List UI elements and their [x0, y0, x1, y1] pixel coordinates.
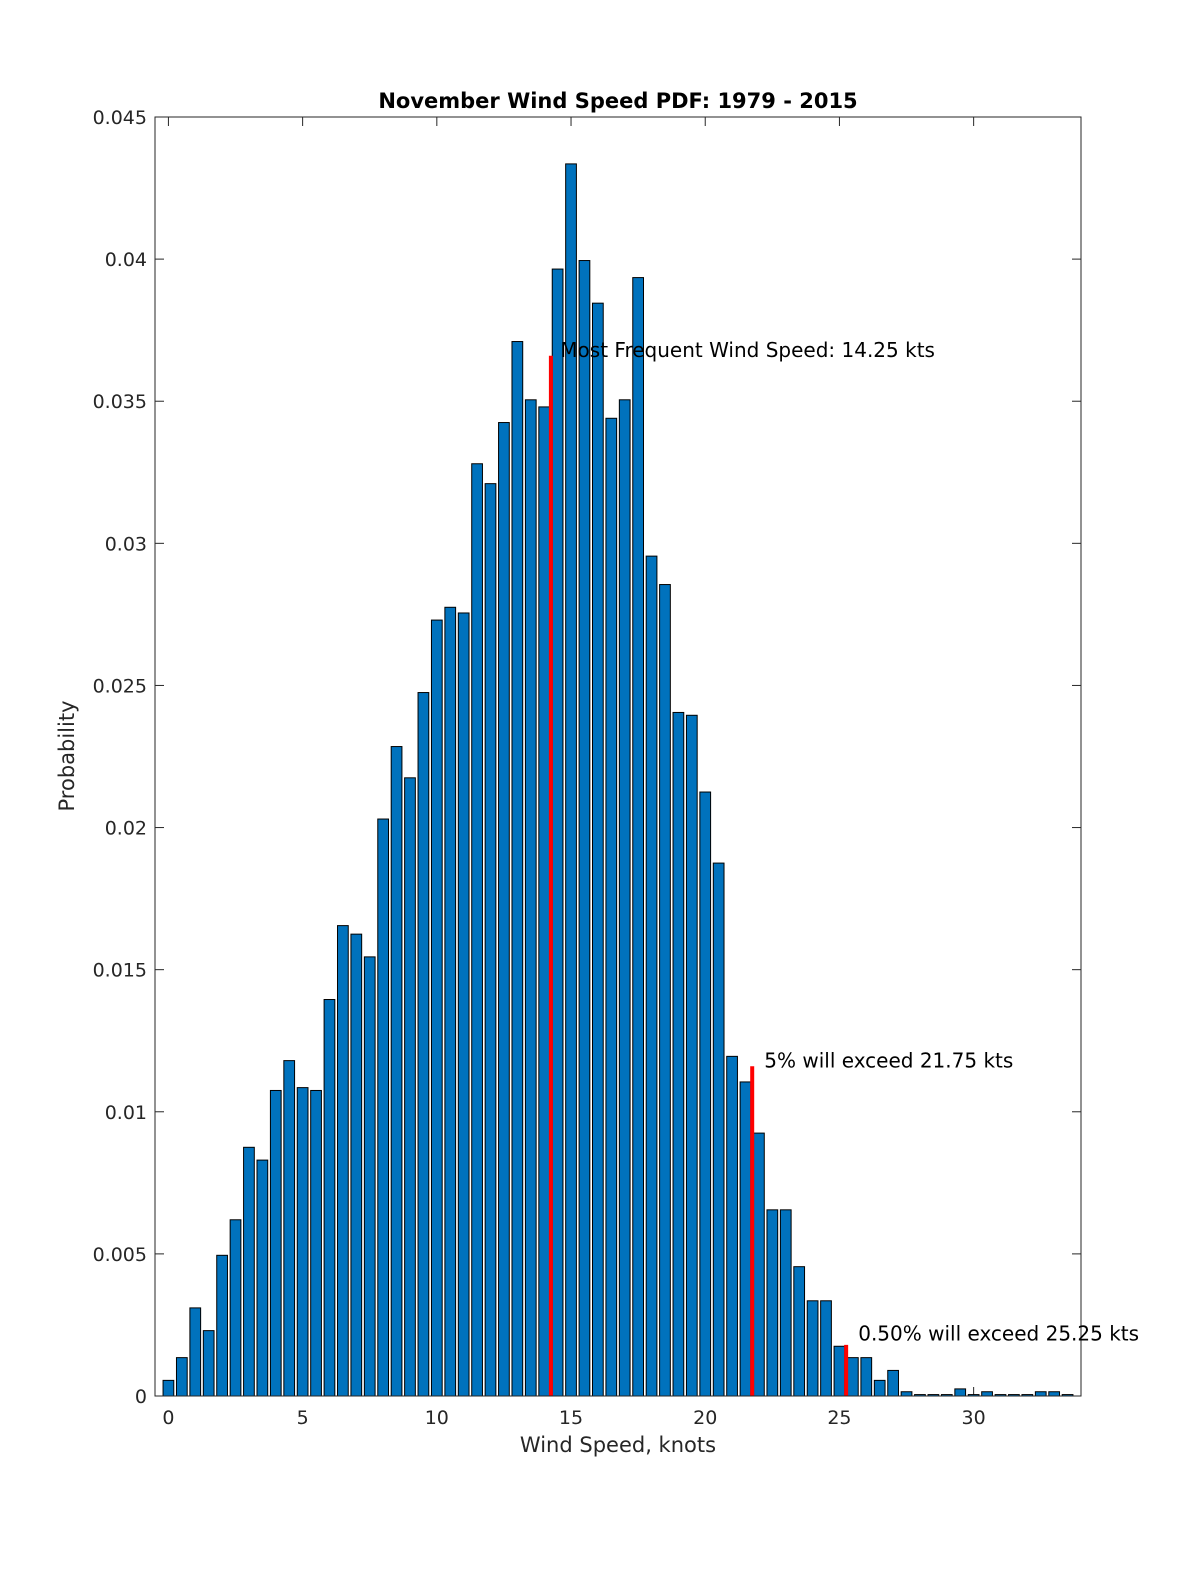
bar [753, 1132, 765, 1397]
annotations: Most Frequent Wind Speed: 14.25 kts 5% wi… [560, 338, 1139, 1345]
y-tick-label: 0.04 [105, 249, 147, 271]
bar [712, 862, 725, 1397]
bar [189, 1307, 202, 1397]
marker-annotation: Most Frequent Wind Speed: 14.25 kts [560, 338, 935, 362]
y-tick-label: 0.025 [93, 675, 147, 697]
x-tick-label: 5 [297, 1407, 309, 1429]
bar [659, 584, 671, 1397]
plot-area [155, 117, 1081, 1396]
x-tick-labels: 0 5 10 15 20 25 30 [162, 1407, 985, 1429]
chart-title: November Wind Speed PDF: 1979 - 2015 [378, 89, 857, 113]
y-tick-label: 0.015 [93, 960, 147, 982]
bar [269, 1089, 282, 1397]
bar [337, 925, 349, 1397]
bar [417, 692, 430, 1397]
y-tick-label: 0.005 [93, 1244, 147, 1266]
bar [820, 1300, 832, 1397]
y-tick-labels: 0 0.005 0.01 0.015 0.02 0.025 0.03 0.035 0.04 0.0… [93, 107, 147, 1408]
bar [779, 1209, 792, 1397]
y-tick-label: 0.01 [105, 1102, 147, 1124]
bar [618, 399, 631, 1397]
bar [390, 746, 403, 1397]
bar [323, 999, 336, 1397]
bar [229, 1219, 242, 1397]
bar [511, 341, 524, 1397]
bar [444, 606, 457, 1397]
bar [283, 1060, 296, 1397]
marker-annotation: 5% will exceed 21.75 kts [764, 1049, 1013, 1073]
bar [806, 1300, 819, 1397]
bar [578, 260, 591, 1397]
bar [202, 1330, 215, 1397]
x-tick-label: 15 [559, 1407, 583, 1429]
bar [887, 1369, 899, 1397]
axes-box [154, 116, 1082, 1397]
bar [605, 417, 618, 1397]
bar [672, 711, 685, 1397]
bar [310, 1089, 322, 1397]
bar [846, 1357, 859, 1397]
bar [632, 277, 644, 1397]
bar [471, 463, 483, 1397]
bar [498, 422, 510, 1397]
bar [551, 268, 564, 1397]
bar [833, 1345, 846, 1397]
bar [457, 612, 470, 1397]
bar [538, 406, 551, 1397]
bar [954, 1388, 967, 1397]
bar [404, 777, 416, 1397]
y-tick-label: 0.03 [105, 533, 147, 555]
bar [243, 1146, 255, 1397]
x-axis-label: Wind Speed, knots [520, 1433, 716, 1457]
y-tick-label: 0.035 [93, 391, 147, 413]
bar [873, 1379, 886, 1397]
bar [739, 1081, 752, 1397]
bar [981, 1391, 993, 1397]
x-tick-label: 30 [962, 1407, 986, 1429]
y-axis-label: Probability [55, 700, 79, 811]
bar [645, 555, 658, 1397]
x-tick-label: 25 [827, 1407, 851, 1429]
bar [524, 399, 537, 1397]
bar [350, 933, 363, 1397]
bar [430, 619, 443, 1397]
x-tick-label: 20 [693, 1407, 717, 1429]
bar [592, 302, 604, 1397]
bar [726, 1055, 738, 1397]
y-tick-label: 0.045 [93, 107, 147, 129]
marker-annotation: 0.50% will exceed 25.25 kts [858, 1321, 1139, 1345]
bar [162, 1379, 175, 1397]
bar [256, 1159, 269, 1397]
bar [685, 714, 698, 1397]
bar [766, 1209, 779, 1397]
bar [175, 1357, 188, 1397]
x-tick-label: 10 [425, 1407, 449, 1429]
bar-series [162, 163, 1074, 1397]
y-tick-label: 0 [135, 1386, 147, 1408]
bar [296, 1087, 309, 1397]
bar [699, 791, 712, 1397]
bar [1048, 1391, 1061, 1397]
bar [377, 818, 390, 1397]
bar [793, 1266, 806, 1397]
marker-lines [548, 355, 849, 1396]
bar [484, 483, 497, 1397]
x-tick-label: 0 [162, 1407, 174, 1429]
bar [1034, 1391, 1047, 1397]
bar [860, 1357, 873, 1397]
bar [216, 1254, 228, 1397]
y-tick-label: 0.02 [105, 818, 147, 840]
bar [363, 956, 376, 1397]
bar [900, 1391, 913, 1397]
